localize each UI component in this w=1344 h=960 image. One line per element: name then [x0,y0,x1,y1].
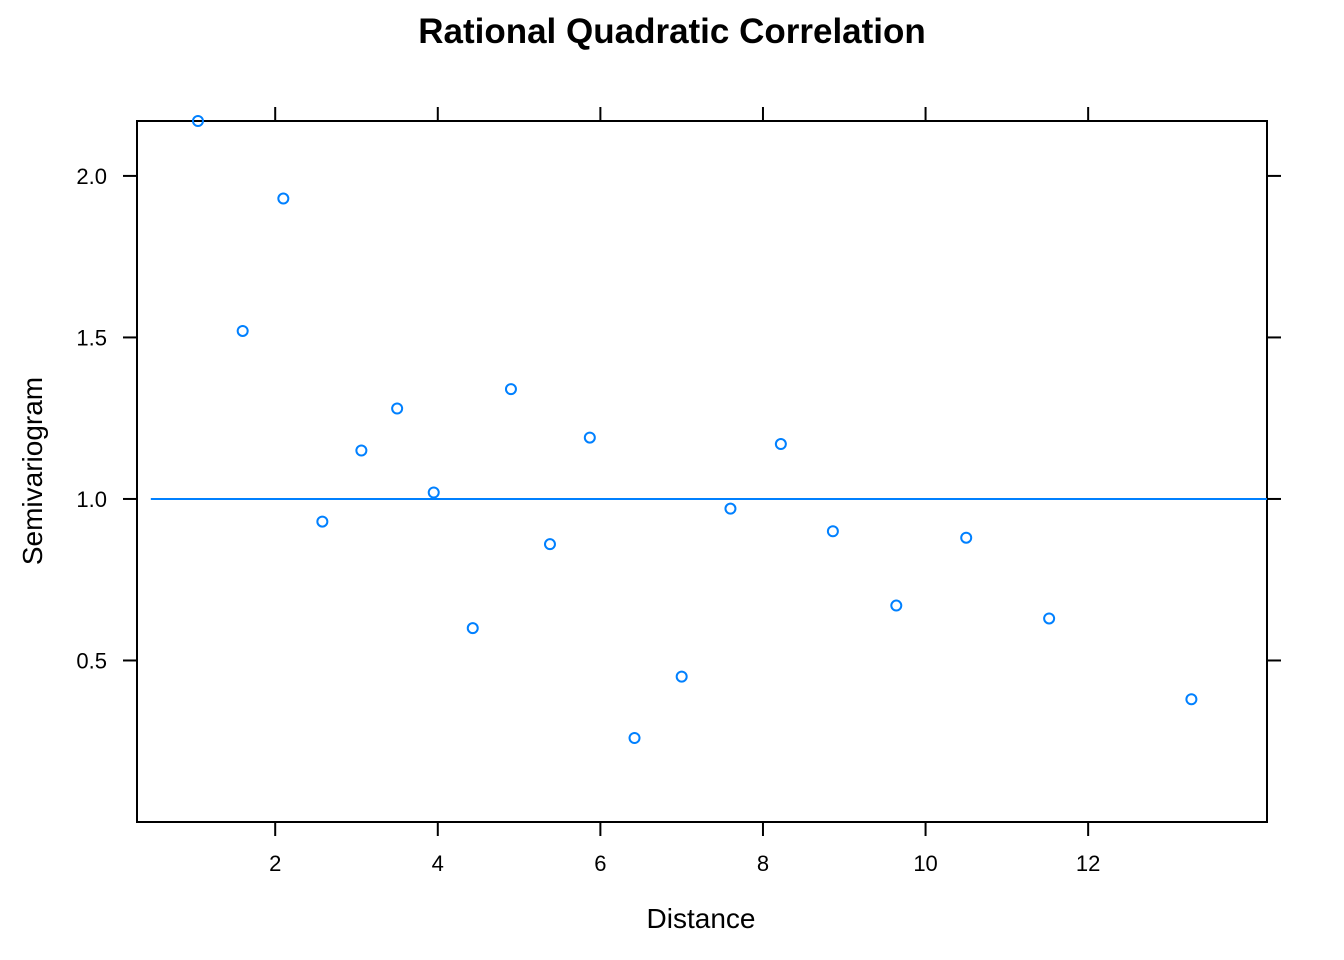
data-point [236,324,249,337]
data-point [316,515,329,528]
data-point [890,599,903,612]
data-point [1043,612,1056,625]
x-axis-label: Distance [647,903,756,934]
data-point [675,670,688,683]
data-point [1185,693,1198,706]
data-point [960,531,973,544]
y-tick-label: 1.5 [76,325,107,350]
y-tick-label: 2.0 [76,164,107,189]
data-point [427,486,440,499]
axis-tick-labels: 2 4 6 8 10 12 0.5 1.0 1.5 2.0 [76,164,1100,876]
y-tick-label: 0.5 [76,648,107,673]
data-points [191,115,1198,745]
x-tick-label: 2 [269,851,281,876]
data-point [355,444,368,457]
x-tick-label: 6 [594,851,606,876]
data-point [628,732,641,745]
data-point [724,502,737,515]
data-point [191,115,204,127]
x-tick-label: 10 [913,851,937,876]
plot-frame [136,120,1268,823]
x-tick-label: 12 [1076,851,1100,876]
data-point [466,622,479,635]
data-point [391,402,404,415]
axis-ticks [123,107,1281,836]
x-tick-label: 4 [432,851,444,876]
data-point [826,525,839,538]
chart-title: Rational Quadratic Correlation [418,12,926,51]
data-point [583,431,596,444]
x-tick-label: 8 [757,851,769,876]
data-point [774,438,787,451]
data-point [543,538,556,551]
data-point [277,192,290,205]
y-tick-label: 1.0 [76,487,107,512]
y-axis-label: Semivariogram [17,377,48,565]
data-point [504,383,517,396]
